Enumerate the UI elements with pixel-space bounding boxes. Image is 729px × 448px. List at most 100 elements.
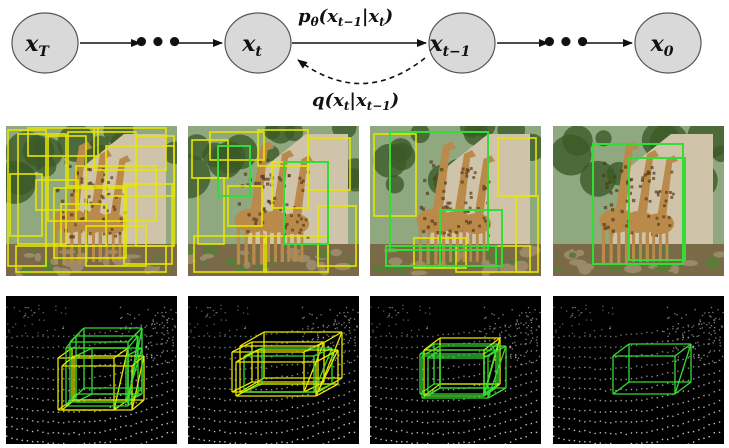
lidar-point <box>391 307 394 309</box>
lidar-point <box>406 387 408 390</box>
giraffe-spot <box>670 196 674 199</box>
lidar-point <box>406 366 408 369</box>
lidar-point <box>661 395 664 398</box>
lidar-point <box>47 399 49 401</box>
node-xT-base: x <box>24 31 39 57</box>
lidar-point <box>31 377 34 379</box>
lidar-point <box>699 320 701 323</box>
ground-rock <box>553 266 564 272</box>
lidar-point <box>411 399 413 401</box>
lidar-point <box>432 433 434 435</box>
lidar-point <box>568 417 570 420</box>
giraffe-leg <box>300 229 304 262</box>
giraffe-spot <box>670 170 674 174</box>
lidar-point <box>578 397 581 400</box>
lidar-point <box>700 323 703 325</box>
lidar-point <box>402 308 404 310</box>
lidar-point <box>620 388 622 390</box>
giraffe-spot <box>442 206 446 210</box>
lidar-point <box>724 378 725 379</box>
lidar-point <box>555 329 557 331</box>
lidar-point <box>646 441 648 443</box>
lidar-point <box>504 443 507 444</box>
lidar-point <box>589 399 591 402</box>
lidar-point <box>691 334 693 336</box>
lidar-point <box>573 367 576 369</box>
lidar-point <box>620 334 622 336</box>
lidar-point <box>468 353 470 356</box>
lidar-point <box>171 339 174 341</box>
lidar-point <box>553 336 555 338</box>
lidar-point <box>375 345 377 347</box>
lidar-point <box>307 393 309 396</box>
lidar-point <box>250 367 252 369</box>
lidar-point <box>692 346 694 348</box>
lidar-point <box>174 326 176 328</box>
lidar-point <box>354 345 356 347</box>
lidar-point <box>452 420 455 423</box>
lidar-point <box>245 388 247 391</box>
lidar-point <box>286 375 288 378</box>
lidar-point <box>700 357 703 359</box>
lidar-point <box>78 356 80 358</box>
lidar-point <box>687 357 690 359</box>
lidar-point <box>693 353 695 356</box>
lidar-point <box>630 432 633 434</box>
lidar-point <box>291 352 294 355</box>
lidar-point <box>515 323 517 325</box>
lidar-point <box>229 411 231 413</box>
lidar-point <box>255 367 257 369</box>
lidar-point <box>52 335 55 337</box>
lidar-point <box>538 325 540 327</box>
lidar-point <box>27 316 29 319</box>
lidar-point <box>38 304 40 306</box>
lidar-point <box>140 431 143 434</box>
giraffe-spot <box>299 228 303 232</box>
lidar-point <box>385 366 387 369</box>
lidar-point <box>468 420 470 422</box>
lidar-point <box>458 388 460 390</box>
giraffe-spot <box>100 179 104 183</box>
lidar-point <box>260 433 262 436</box>
giraffe-spot <box>266 177 270 181</box>
lidar-point <box>527 316 529 318</box>
lidar-point <box>213 336 216 338</box>
lidar-point <box>370 346 372 349</box>
cuboid-yellow-edge <box>131 399 145 411</box>
lidar-point <box>291 417 294 420</box>
lidar-point <box>245 410 247 413</box>
lidar-point <box>63 432 65 435</box>
lidar-point <box>698 385 700 388</box>
ground-rock <box>156 253 163 259</box>
lidar-point <box>530 402 533 405</box>
giraffe-spot <box>460 180 464 184</box>
lidar-point <box>615 400 617 402</box>
lidar-point <box>343 423 345 426</box>
lidar-point <box>707 343 709 345</box>
lidar-point <box>26 429 29 432</box>
lidar-point <box>99 375 101 377</box>
lidar-point <box>656 406 659 408</box>
lidar-point <box>11 345 13 347</box>
lidar-point <box>518 327 520 329</box>
lidar-point <box>203 408 205 410</box>
lidar-point <box>281 410 283 412</box>
lidar-point <box>26 418 29 420</box>
lidar-point <box>724 358 725 359</box>
giraffe-spot <box>465 219 468 223</box>
lidar-point <box>52 399 55 402</box>
lidar-point <box>260 411 262 413</box>
lidar-point <box>265 388 268 391</box>
lidar-point <box>385 357 387 359</box>
lidar-point <box>335 323 338 325</box>
lidar-point <box>6 346 8 349</box>
giraffe-spot <box>472 176 476 179</box>
lidar-point <box>338 427 340 429</box>
cuboid-green-edge <box>69 327 85 343</box>
lidar-point <box>663 330 665 333</box>
lidar-panel-1 <box>6 296 177 444</box>
lidar-point <box>563 438 565 441</box>
lidar-point <box>94 420 96 422</box>
giraffe-spot <box>262 208 266 212</box>
lidar-point <box>554 323 556 325</box>
